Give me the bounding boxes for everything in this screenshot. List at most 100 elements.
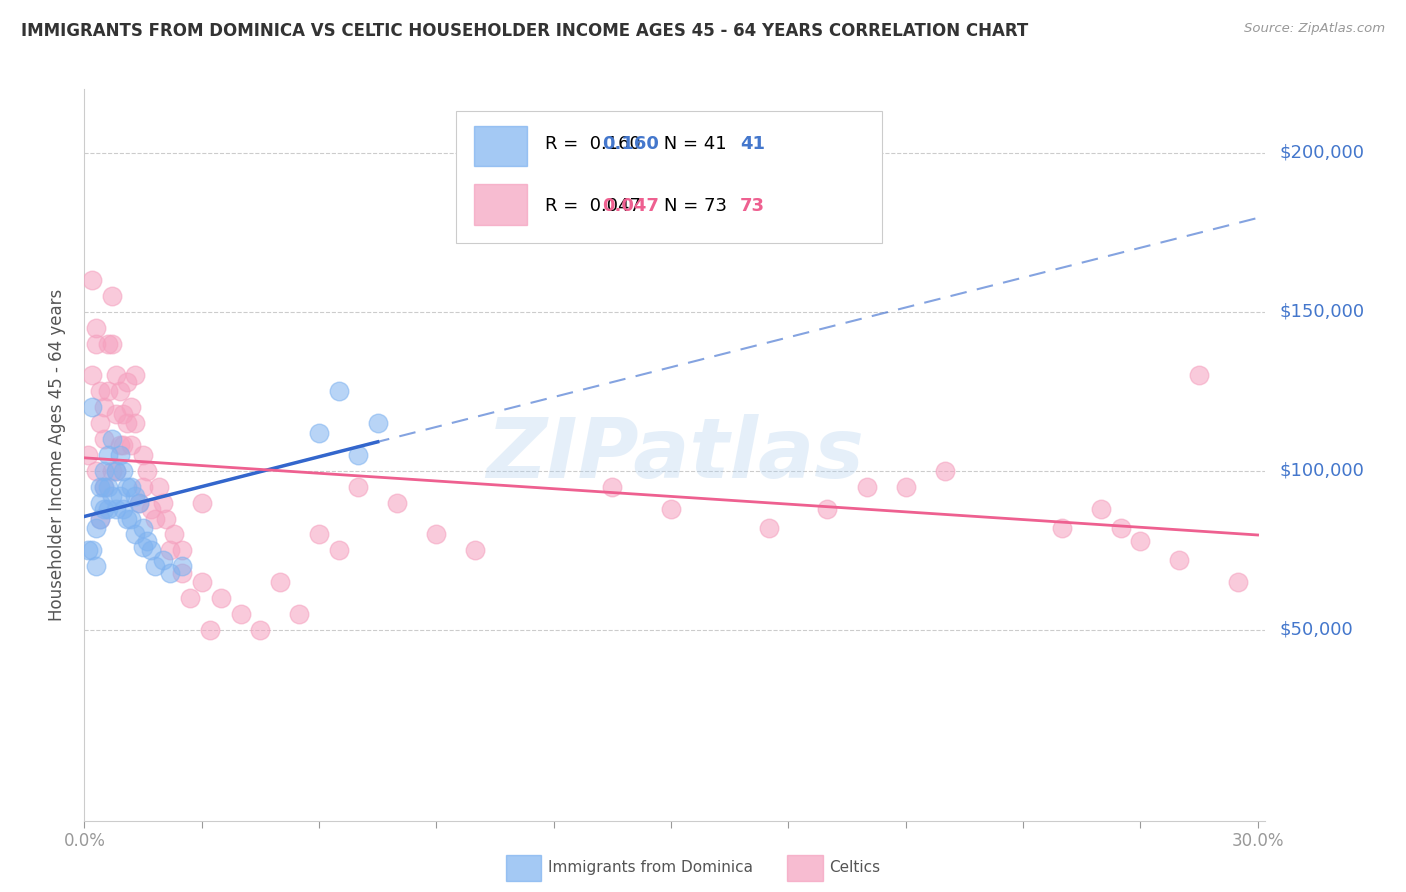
Point (117, 511, 139, 525)
Point (269, 575, 291, 590)
Point (112, 464, 135, 478)
Point (93, 502, 115, 516)
Point (328, 384, 350, 399)
Text: Source: ZipAtlas.com: Source: ZipAtlas.com (1244, 22, 1385, 36)
Point (229, 607, 252, 621)
Point (758, 521, 780, 535)
Point (77, 448, 100, 462)
Point (82, 368, 104, 383)
Point (108, 438, 131, 452)
Point (104, 502, 127, 516)
Y-axis label: Householder Income Ages 45 - 64 years: Householder Income Ages 45 - 64 years (48, 289, 66, 621)
Point (855, 480, 877, 494)
Point (1227, 575, 1250, 590)
Point (120, 438, 142, 452)
Point (89, 416, 111, 430)
Point (108, 448, 131, 462)
Point (155, 511, 177, 525)
Point (209, 591, 232, 605)
Point (93, 432, 115, 446)
Text: $50,000: $50,000 (1279, 621, 1353, 639)
Point (97, 336, 120, 351)
Bar (474, 126, 527, 166)
Point (82, 401, 104, 415)
Text: 41: 41 (740, 135, 765, 153)
Point (100, 464, 122, 478)
Point (934, 464, 956, 478)
Point (104, 407, 127, 421)
Point (89, 384, 111, 399)
Point (387, 495, 409, 509)
Point (503, 145, 526, 160)
Point (1129, 533, 1152, 548)
Point (84, 320, 107, 334)
Point (124, 368, 146, 383)
Point (152, 495, 174, 509)
Text: Celtics: Celtics (830, 861, 880, 875)
Point (108, 489, 131, 503)
Point (112, 438, 135, 452)
Text: ZIPatlas: ZIPatlas (486, 415, 863, 495)
Point (97, 384, 120, 399)
Point (84, 464, 107, 478)
Point (112, 407, 135, 421)
Point (104, 464, 127, 478)
Bar (474, 185, 527, 225)
Point (600, 480, 623, 494)
Point (89, 480, 111, 494)
Point (198, 623, 221, 637)
Point (347, 448, 370, 462)
Point (124, 416, 146, 430)
Point (139, 502, 162, 516)
Point (136, 533, 159, 548)
Point (93, 480, 115, 494)
Point (347, 480, 370, 494)
Point (124, 527, 146, 541)
Point (104, 368, 127, 383)
Point (97, 448, 120, 462)
Point (1188, 368, 1211, 383)
Text: R =  0.047    N = 73: R = 0.047 N = 73 (546, 197, 727, 215)
Point (143, 559, 166, 574)
Point (163, 527, 186, 541)
Point (132, 521, 155, 535)
Text: IMMIGRANTS FROM DOMINICA VS CELTIC HOUSEHOLDER INCOME AGES 45 - 64 YEARS CORRELA: IMMIGRANTS FROM DOMINICA VS CELTIC HOUSE… (21, 22, 1028, 40)
Text: $200,000: $200,000 (1279, 144, 1364, 161)
Point (97, 480, 120, 494)
Point (120, 401, 142, 415)
Point (93, 480, 115, 494)
Text: Immigrants from Dominica: Immigrants from Dominica (548, 861, 754, 875)
Point (815, 502, 838, 516)
Point (328, 543, 350, 558)
Text: $150,000: $150,000 (1279, 302, 1364, 321)
Point (172, 543, 194, 558)
Point (172, 559, 194, 574)
Point (132, 448, 155, 462)
Point (425, 527, 447, 541)
Point (84, 559, 107, 574)
Point (179, 591, 201, 605)
Point (100, 432, 122, 446)
Point (367, 416, 389, 430)
Point (159, 566, 181, 580)
Point (117, 416, 139, 430)
Text: 0.047: 0.047 (602, 197, 658, 215)
Point (249, 623, 271, 637)
Point (1168, 553, 1191, 567)
Point (894, 480, 917, 494)
Text: 73: 73 (740, 197, 765, 215)
Point (112, 502, 135, 516)
Point (143, 511, 166, 525)
Point (132, 540, 155, 554)
Point (148, 480, 170, 494)
Point (128, 495, 150, 509)
Point (117, 375, 139, 389)
Point (108, 384, 131, 399)
Point (93, 401, 115, 415)
Point (89, 511, 111, 525)
Point (1090, 502, 1112, 516)
Point (89, 495, 111, 509)
Point (120, 480, 142, 494)
Point (136, 464, 159, 478)
Point (659, 502, 682, 516)
